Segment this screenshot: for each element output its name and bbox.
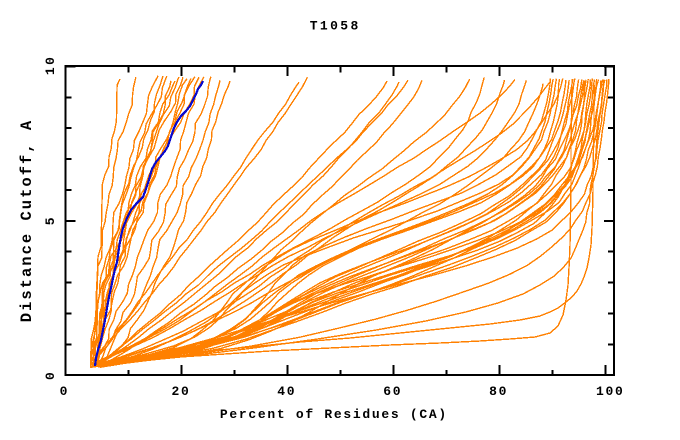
svg-text:5: 5 xyxy=(43,215,58,225)
svg-text:0: 0 xyxy=(60,384,70,399)
svg-text:20: 20 xyxy=(171,384,190,399)
svg-text:40: 40 xyxy=(277,384,296,399)
svg-text:10: 10 xyxy=(43,55,58,75)
svg-text:Percent of Residues (CA): Percent of Residues (CA) xyxy=(220,407,448,422)
svg-text:Distance Cutoff, A: Distance Cutoff, A xyxy=(18,119,36,322)
svg-text:T1058: T1058 xyxy=(310,18,361,33)
svg-text:0: 0 xyxy=(43,370,58,380)
svg-text:80: 80 xyxy=(489,384,508,399)
svg-text:100: 100 xyxy=(596,384,625,399)
svg-text:60: 60 xyxy=(383,384,402,399)
